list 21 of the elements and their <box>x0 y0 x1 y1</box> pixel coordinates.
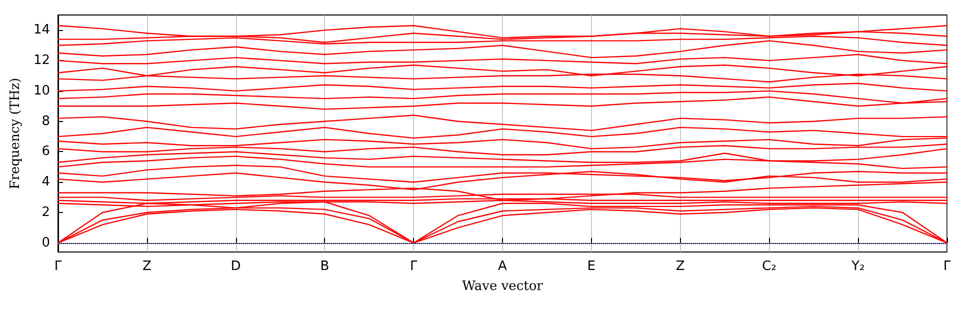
y-tick-label: 10 <box>33 83 50 98</box>
y-tick-label: 0 <box>42 235 50 250</box>
y-axis-title: Frequency (THz) <box>8 78 23 190</box>
x-tick-label: E <box>587 259 596 274</box>
x-tick-label: Γ <box>943 259 952 274</box>
x-tick-label: B <box>320 259 330 274</box>
y-tick-label: 2 <box>42 205 50 220</box>
x-tick-label: Y₂ <box>850 259 865 274</box>
x-tick-label: D <box>230 259 241 274</box>
y-tick-label: 14 <box>33 22 50 38</box>
y-tick-label: 6 <box>42 144 50 160</box>
x-tick-label: A <box>498 259 508 274</box>
x-axis-title: Wave vector <box>462 279 544 294</box>
x-tick-label: Γ <box>54 259 62 274</box>
x-tick-label: C₂ <box>762 259 776 274</box>
x-tick-label: Z <box>142 259 152 274</box>
x-tick-label: Z <box>676 259 685 274</box>
x-tick-label: Γ <box>410 259 418 274</box>
y-tick-label: 8 <box>42 114 50 129</box>
y-tick-label: 4 <box>42 174 50 190</box>
y-tick-label: 12 <box>33 53 50 68</box>
